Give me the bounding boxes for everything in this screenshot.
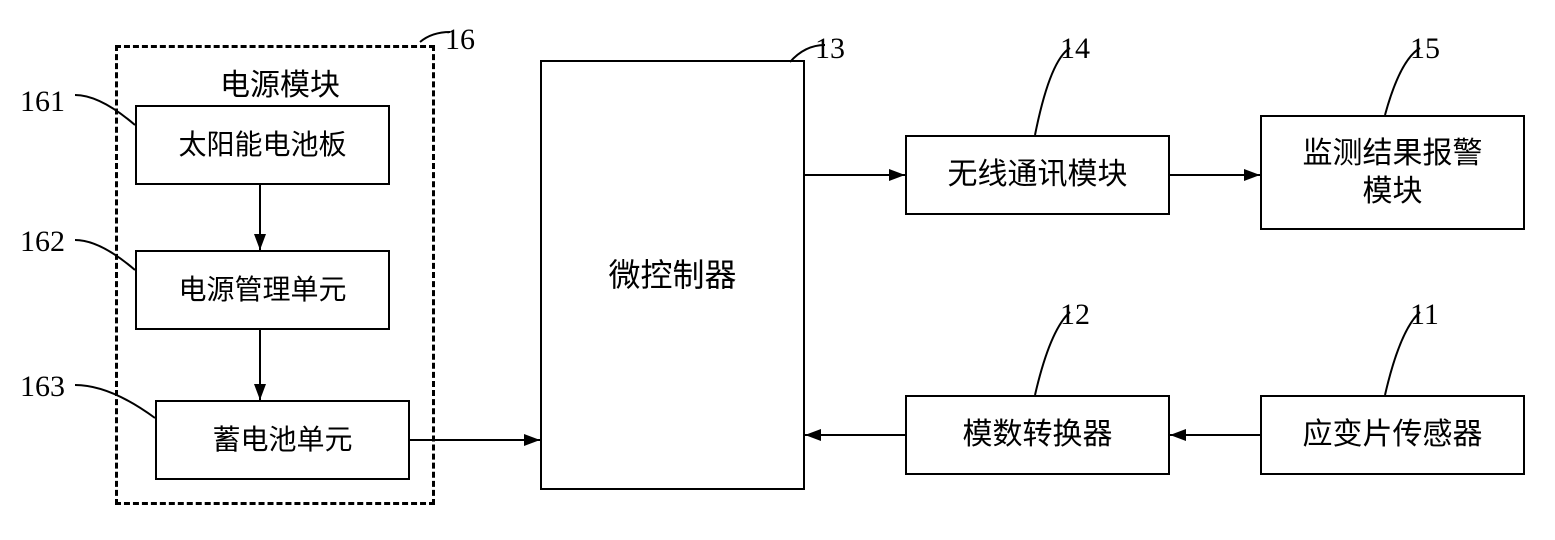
- block-label: 应变片传感器: [1303, 416, 1483, 454]
- ref-label-161: 161: [20, 85, 65, 119]
- block-solar-panel: 太阳能电池板: [135, 105, 390, 185]
- arrow-strain-to-adc: [1170, 429, 1260, 441]
- ref-label-11: 11: [1410, 298, 1439, 332]
- diagram-canvas: 电源模块太阳能电池板电源管理单元蓄电池单元 微控制器 无线通讯模块 监测结果报警 模块…: [0, 0, 1555, 540]
- arrow-adc-to-mcu: [805, 429, 905, 441]
- arrow-mcu-to-wireless: [805, 169, 905, 181]
- block-label: 微控制器: [608, 255, 736, 295]
- block-label: 无线通讯模块: [948, 156, 1128, 194]
- arrow-wireless-to-alarm: [1170, 169, 1260, 181]
- ref-label-13: 13: [815, 32, 845, 66]
- block-label: 蓄电池单元: [212, 423, 352, 458]
- block-pmu: 电源管理单元: [135, 250, 390, 330]
- ref-label-12: 12: [1060, 298, 1090, 332]
- ref-label-163: 163: [20, 370, 65, 404]
- block-label: 太阳能电池板: [178, 128, 346, 163]
- power-module-title: 电源模块: [220, 60, 340, 104]
- block-mcu: 微控制器: [540, 60, 805, 490]
- block-label: 监测结果报警 模块: [1303, 135, 1483, 210]
- block-label: 模数转换器: [963, 416, 1113, 454]
- ref-label-14: 14: [1060, 32, 1090, 66]
- block-wireless: 无线通讯模块: [905, 135, 1170, 215]
- block-battery: 蓄电池单元: [155, 400, 410, 480]
- block-adc: 模数转换器: [905, 395, 1170, 475]
- block-strain: 应变片传感器: [1260, 395, 1525, 475]
- ref-label-15: 15: [1410, 32, 1440, 66]
- block-alarm: 监测结果报警 模块: [1260, 115, 1525, 230]
- ref-label-162: 162: [20, 225, 65, 259]
- block-label: 电源管理单元: [178, 273, 346, 308]
- ref-label-16: 16: [445, 23, 475, 57]
